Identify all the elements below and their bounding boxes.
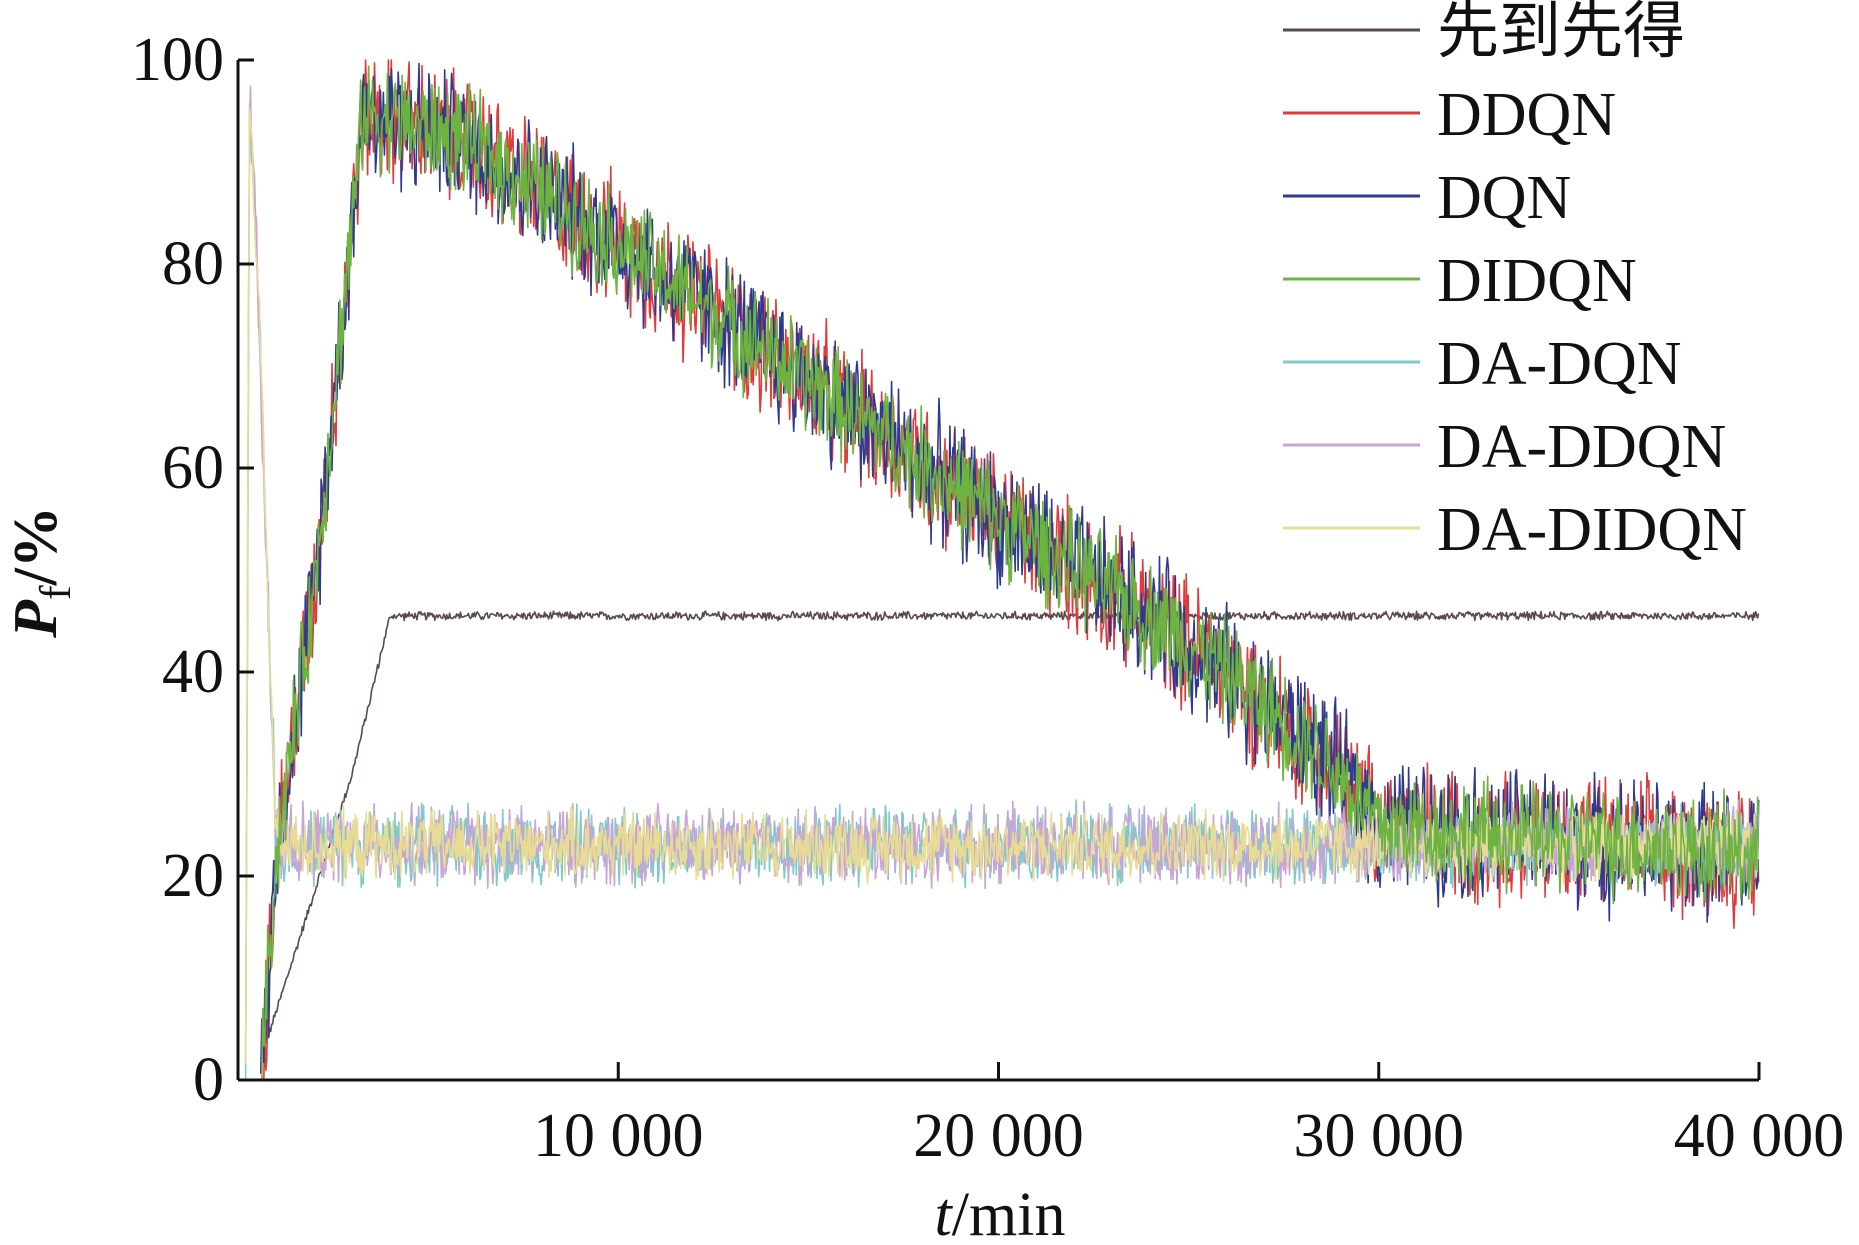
y-tick-label: 60 <box>162 434 224 502</box>
axes: 0 20 40 60 80 100 10 000 20 000 30 000 40 000 <box>131 26 1844 1170</box>
y-tick-label: 20 <box>162 842 224 910</box>
legend-label: DDQN <box>1437 81 1616 149</box>
y-axis-label-unit: /% <box>2 506 70 586</box>
legend-label: DA-DDQN <box>1437 413 1726 481</box>
x-tick-label: 10 000 <box>533 1102 704 1170</box>
legend-label: DA-DQN <box>1437 330 1682 398</box>
x-axis-label-unit: /min <box>952 1181 1066 1245</box>
y-tick-label: 80 <box>162 230 224 298</box>
series-layer <box>244 59 1760 1081</box>
y-axis-label-var: P <box>2 599 70 639</box>
legend-label: 先到先得 <box>1437 0 1685 66</box>
x-tick-label: 20 000 <box>913 1102 1084 1170</box>
series-line-0 <box>260 610 1760 1059</box>
y-axis-label-sub: f <box>31 585 80 600</box>
x-axis-label: t/min <box>935 1181 1066 1245</box>
legend-label: DA-DIDQN <box>1437 496 1747 564</box>
legend: 先到先得 DDQN DQN DIDQN DA-DQN DA-DDQN DA-DIDQN <box>1283 0 1747 564</box>
y-tick-label: 0 <box>193 1046 224 1114</box>
x-axis-label-var: t <box>935 1181 954 1245</box>
x-ticks: 10 000 20 000 30 000 40 000 <box>533 1062 1844 1170</box>
y-tick-label: 100 <box>131 26 224 94</box>
x-tick-label: 30 000 <box>1294 1102 1465 1170</box>
legend-label: DQN <box>1437 164 1571 232</box>
y-ticks: 0 20 40 60 80 100 <box>131 26 254 1114</box>
legend-label: DIDQN <box>1437 247 1637 315</box>
series-line-3 <box>260 65 1760 1081</box>
y-tick-label: 40 <box>162 638 224 706</box>
x-tick-label: 40 000 <box>1674 1102 1845 1170</box>
y-axis-label: Pf/% <box>2 506 80 639</box>
